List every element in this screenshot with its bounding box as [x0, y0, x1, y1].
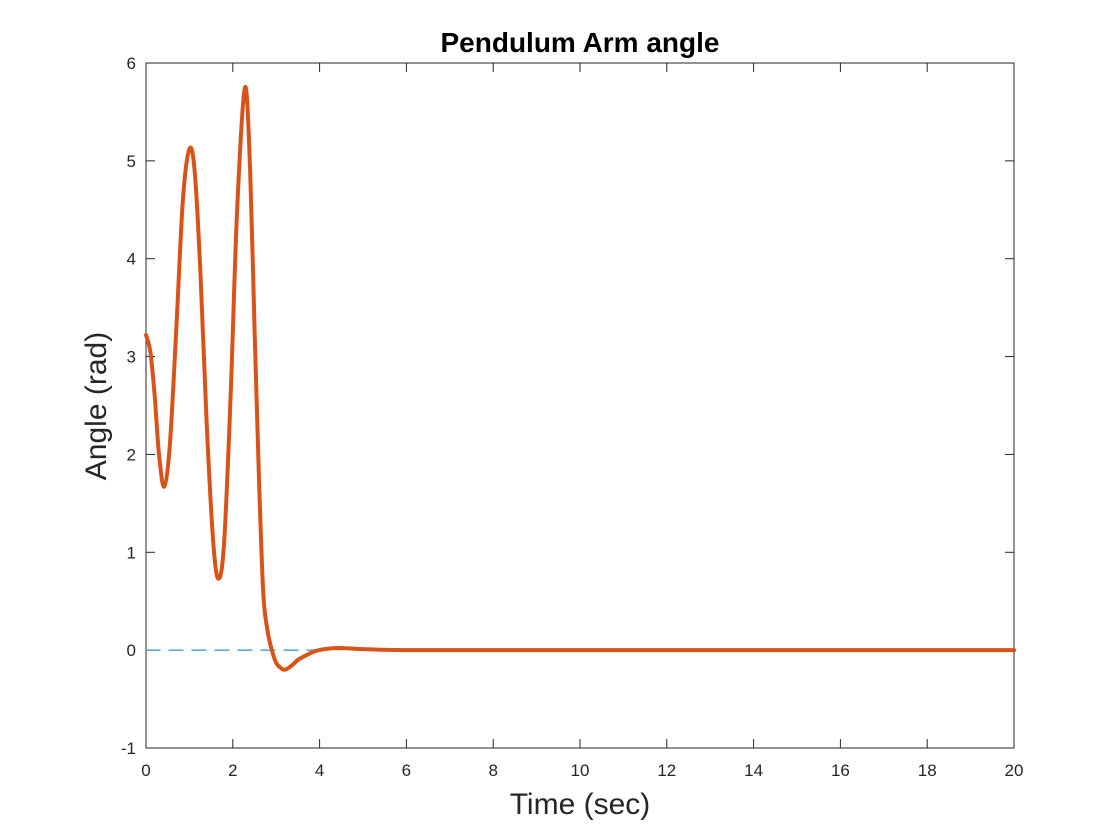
x-tick-label: 16: [831, 761, 850, 780]
y-tick-label: 2: [127, 445, 136, 464]
x-tick-label: 12: [657, 761, 676, 780]
x-tick-label: 18: [918, 761, 937, 780]
y-tick-label: 6: [127, 54, 136, 73]
x-tick-label: 0: [141, 761, 150, 780]
chart-title: Pendulum Arm angle: [440, 27, 719, 58]
x-tick-label: 4: [315, 761, 324, 780]
y-tick-label: 0: [127, 641, 136, 660]
x-axis-label: Time (sec): [510, 788, 651, 821]
y-tick-label: 3: [127, 348, 136, 367]
angle-series-line: [144, 85, 1016, 672]
x-tick-label: 10: [571, 761, 590, 780]
x-tick-label: 14: [744, 761, 763, 780]
y-tick-label: 5: [127, 152, 136, 171]
axes-box: [145, 62, 1015, 749]
y-axis-label: Angle (rad): [80, 332, 113, 480]
y-tick-label: 1: [127, 543, 136, 562]
x-tick-label: 6: [402, 761, 411, 780]
x-tick-label: 20: [1005, 761, 1024, 780]
y-tick-label: -1: [121, 739, 136, 758]
x-tick-label: 2: [228, 761, 237, 780]
y-tick-label: 4: [127, 250, 136, 269]
x-tick-label: 8: [488, 761, 497, 780]
